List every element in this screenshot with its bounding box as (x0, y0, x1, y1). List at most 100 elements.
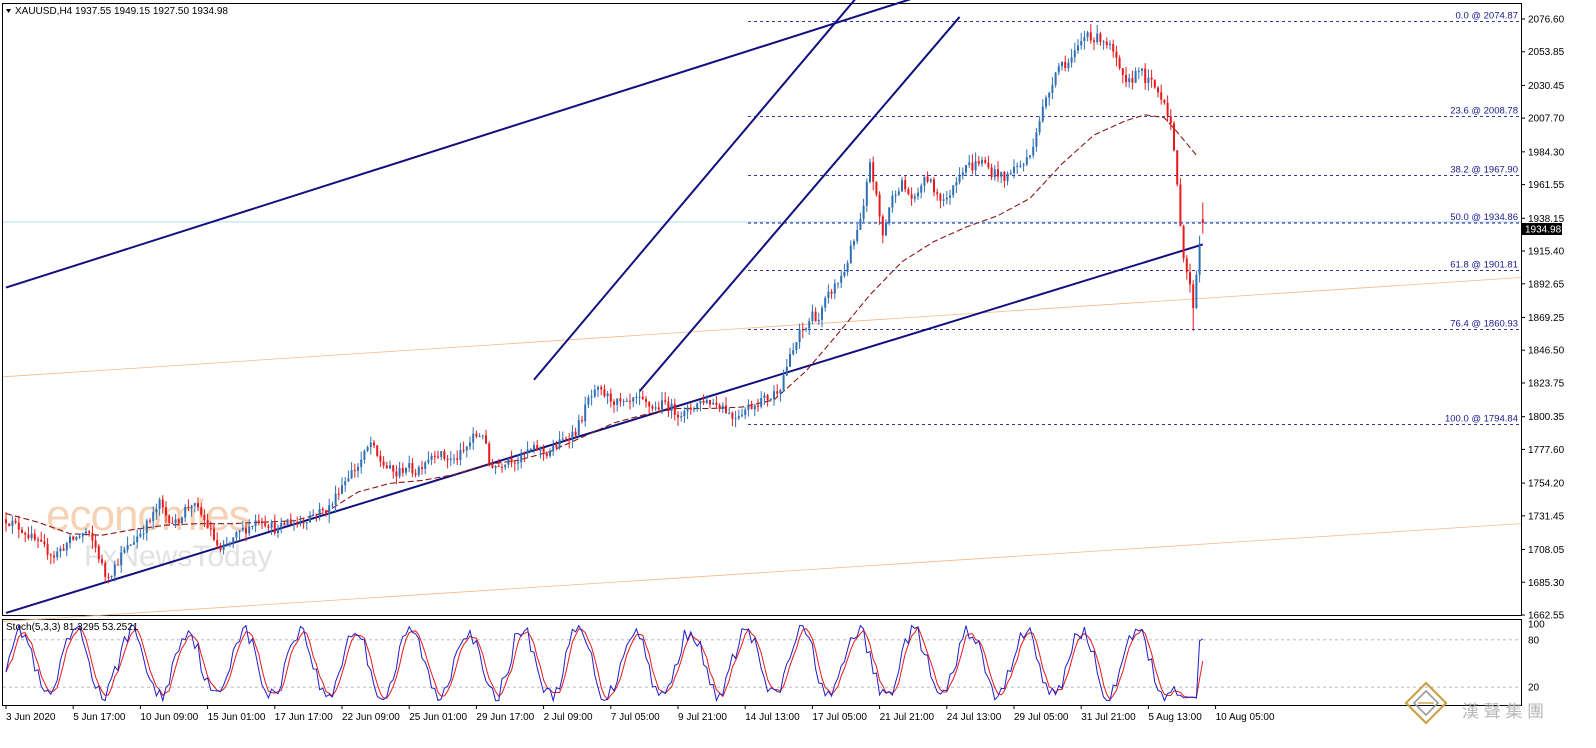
candle-body (289, 519, 292, 525)
candle-body (757, 405, 759, 407)
candle-body (366, 447, 369, 451)
candle-body (801, 329, 804, 331)
candle-body (555, 445, 558, 448)
candle-body (353, 470, 356, 472)
candle-body (760, 397, 763, 407)
candle-body (923, 176, 926, 186)
watermark-fxnewstoday: FxNewsToday (84, 540, 272, 573)
candle-body (305, 522, 308, 524)
candle-body (1109, 43, 1111, 46)
candle-body (1179, 184, 1182, 227)
candle-body (776, 391, 779, 394)
y-tick-label: 1869.25 (1528, 313, 1565, 324)
candle-body (1118, 57, 1121, 69)
x-tick-label: 15 Jun 01:00 (208, 712, 266, 723)
candle-body (1144, 68, 1147, 84)
candle-body (1061, 61, 1063, 67)
candle-body (494, 465, 497, 468)
candle-body (1137, 70, 1140, 72)
candle-body (507, 458, 510, 465)
candle-body (504, 464, 507, 468)
candle-body (46, 544, 49, 555)
candle-body (225, 544, 228, 546)
candle-body (325, 510, 327, 515)
candle-body (974, 161, 977, 171)
candle-body (270, 522, 273, 528)
candle-body (200, 507, 203, 515)
candle-body (574, 431, 577, 436)
candle-body (293, 523, 295, 525)
fib-label: 61.8 @ 1901.81 (1450, 260, 1518, 271)
candle-body (939, 194, 942, 201)
candle-body (1099, 33, 1102, 42)
candle-body (853, 241, 855, 246)
candle-body (1019, 165, 1022, 167)
candle-body (606, 393, 609, 397)
candle-body (72, 536, 75, 540)
candle-body (232, 537, 235, 544)
candle-body (609, 393, 612, 402)
candle-body (1169, 116, 1172, 124)
candle-body (917, 192, 919, 197)
candle-body (449, 458, 452, 460)
fib-label: 0.0 @ 2074.87 (1456, 10, 1518, 21)
candle-body (213, 528, 215, 540)
fib-label: 76.4 @ 1860.93 (1450, 318, 1518, 329)
candle-body (430, 455, 433, 460)
candle-body (1201, 219, 1204, 223)
candle-body (565, 438, 567, 440)
candle-body (715, 402, 718, 405)
candle-body (702, 400, 705, 403)
candle-body (363, 450, 366, 460)
candle-body (27, 534, 30, 539)
candle-body (856, 229, 859, 242)
candle-body (1000, 171, 1003, 177)
candle-body (942, 199, 945, 201)
candle-body (584, 404, 587, 422)
candle-body (1032, 146, 1035, 156)
candle-body (267, 525, 270, 528)
candle-body (952, 185, 955, 196)
candle-body (721, 405, 724, 409)
candle-body (497, 465, 500, 467)
candle-body (769, 398, 772, 401)
y-tick-label: 1731.45 (1528, 511, 1565, 522)
candle-body (667, 401, 670, 411)
brand-logo: 漢 聲 集 團 (1404, 681, 1544, 725)
fibonacci-levels: 0.0 @ 2074.87 23.6 @ 2008.78 38.2 @ 1967.9… (748, 10, 1521, 426)
candle-body (283, 522, 286, 526)
candle-body (590, 396, 593, 398)
candle-body (357, 466, 359, 471)
candle-body (571, 431, 574, 441)
candle-body (360, 459, 363, 467)
candle-body (718, 404, 721, 409)
candle-body (101, 559, 103, 563)
candle-body (152, 511, 155, 522)
candle-body (693, 408, 695, 410)
candle-body (398, 468, 401, 477)
candle-body (539, 447, 542, 451)
candle-body (401, 468, 404, 473)
candle-body (478, 436, 481, 438)
candle-body (229, 543, 231, 545)
candle-body (869, 162, 871, 182)
candle-body (177, 519, 180, 524)
candle-body (30, 533, 33, 539)
y-tick-label: 2030.45 (1528, 81, 1565, 92)
stoch-k-line (5, 623, 1204, 703)
candle-body (120, 552, 123, 565)
candle-body (1073, 50, 1076, 58)
candle-body (257, 520, 260, 522)
candle-body (603, 389, 606, 397)
candle-body (350, 470, 353, 479)
candle-body (926, 176, 929, 182)
candle-body (865, 181, 868, 206)
candle-body (110, 575, 113, 577)
price-axis: 2076.60 2053.85 2030.45 2007.70 1984.30 1961.… (1521, 14, 1565, 622)
candle-body (814, 311, 817, 322)
candle-body (1198, 243, 1201, 275)
y-tick-label: 1754.20 (1528, 479, 1565, 490)
candle-body (440, 451, 443, 457)
candle-body (779, 389, 782, 394)
candle-body (741, 415, 743, 417)
